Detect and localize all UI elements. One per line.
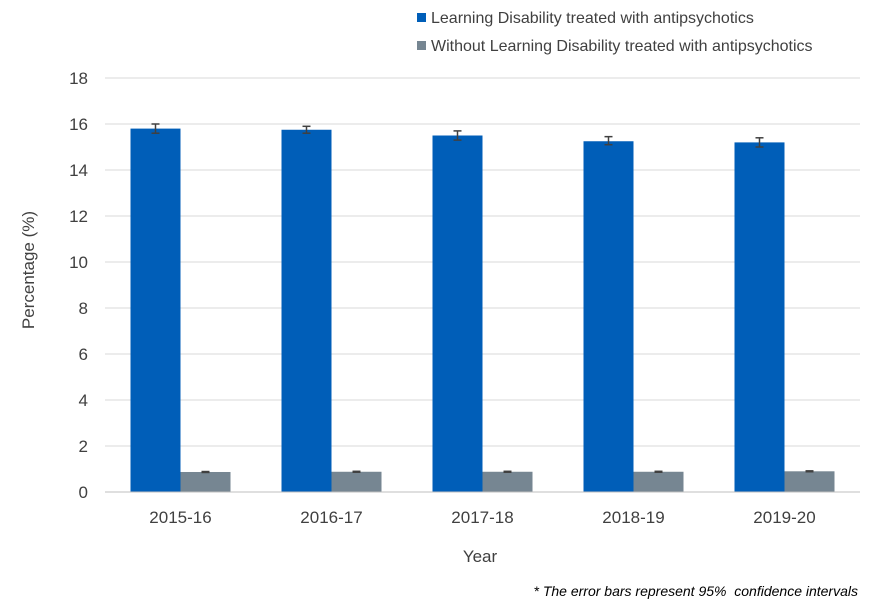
bar-series-1-2016-17 bbox=[281, 129, 332, 492]
x-tick-label: 2018-19 bbox=[602, 508, 664, 527]
x-tick-label: 2017-18 bbox=[451, 508, 513, 527]
y-tick-label: 14 bbox=[69, 161, 88, 180]
bar-series-1-2017-18 bbox=[432, 135, 483, 492]
error-bar-series-1-2015-16 bbox=[151, 123, 160, 134]
y-tick-label: 12 bbox=[69, 207, 88, 226]
x-axis-title: Year bbox=[463, 547, 498, 566]
y-tick-label: 16 bbox=[69, 115, 88, 134]
legend-label-learning-disability: Learning Disability treated with antipsy… bbox=[431, 10, 754, 27]
footnote: * The error bars represent 95% confidenc… bbox=[534, 583, 859, 599]
legend-swatch-without-learning-disability bbox=[417, 41, 426, 50]
bar-series-2-2018-19 bbox=[633, 471, 684, 492]
error-bars bbox=[151, 123, 814, 474]
bar-series-1-2019-20 bbox=[734, 142, 785, 492]
x-tick-label: 2019-20 bbox=[753, 508, 815, 527]
axes: 0 2 4 6 8 10 12 14 16 18 2015-16 2016-17 2017-18 2018… bbox=[69, 69, 860, 527]
y-tick-label: 18 bbox=[69, 69, 88, 88]
x-tick-label: 2015-16 bbox=[149, 508, 211, 527]
y-axis-title: Percentage (%) bbox=[19, 211, 38, 329]
error-bar-series-1-2017-18 bbox=[453, 130, 462, 141]
bars bbox=[130, 128, 835, 492]
legend: Learning Disability treated with antipsy… bbox=[417, 10, 813, 55]
error-bar-series-1-2016-17 bbox=[302, 125, 311, 134]
y-tick-label: 10 bbox=[69, 253, 88, 272]
legend-label-without-learning-disability: Without Learning Disability treated with… bbox=[431, 38, 813, 55]
error-bar-series-1-2018-19 bbox=[604, 135, 613, 146]
error-bar-series-1-2019-20 bbox=[755, 137, 764, 148]
error-bar-series-2-2015-16 bbox=[201, 470, 210, 474]
y-tick-label: 8 bbox=[79, 299, 88, 318]
y-tick-label: 4 bbox=[79, 391, 88, 410]
legend-swatch-learning-disability bbox=[417, 13, 426, 22]
x-tick-label: 2016-17 bbox=[300, 508, 362, 527]
y-tick-label: 2 bbox=[79, 437, 88, 456]
bar-series-1-2018-19 bbox=[583, 141, 634, 492]
y-tick-label: 0 bbox=[79, 483, 88, 502]
error-bar-series-2-2016-17 bbox=[352, 470, 361, 473]
bar-series-1-2015-16 bbox=[130, 128, 181, 492]
y-tick-label: 6 bbox=[79, 345, 88, 364]
error-bar-series-2-2017-18 bbox=[503, 470, 512, 473]
error-bar-series-2-2018-19 bbox=[654, 470, 663, 473]
bar-series-2-2015-16 bbox=[180, 471, 231, 492]
bar-series-2-2019-20 bbox=[784, 471, 835, 492]
bar-series-2-2017-18 bbox=[482, 471, 533, 492]
error-bar-series-2-2019-20 bbox=[805, 470, 814, 473]
bar-series-2-2016-17 bbox=[331, 471, 382, 492]
